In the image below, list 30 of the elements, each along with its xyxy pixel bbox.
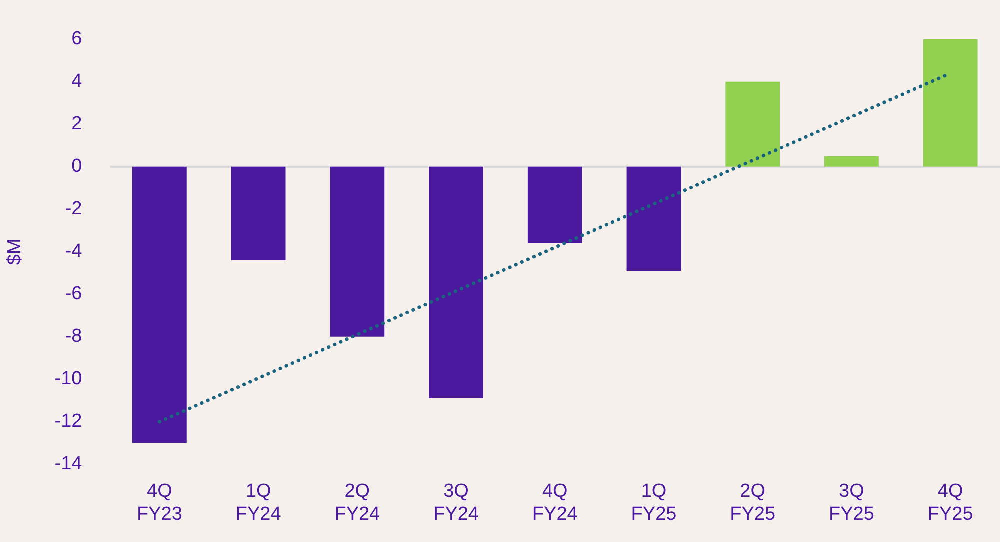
x-tick-label: 4Q FY23 <box>136 481 182 525</box>
y-tick-label: -12 <box>54 411 82 432</box>
bar <box>330 166 385 337</box>
bar <box>429 166 484 399</box>
x-tick-label: 4Q FY25 <box>928 481 974 525</box>
bar <box>626 166 682 272</box>
y-axis-title: $M <box>4 238 26 266</box>
y-tick-label: 2 <box>72 114 82 135</box>
x-tick-label: 1Q FY24 <box>236 481 282 525</box>
y-tick-label: -4 <box>65 241 83 262</box>
bar <box>923 39 978 167</box>
bar <box>726 82 780 167</box>
bar <box>528 166 582 244</box>
y-tick-label: 0 <box>72 156 82 178</box>
y-tick-label: 6 <box>72 28 82 50</box>
y-tick-label: -6 <box>65 284 82 305</box>
x-tick-label: 2Q FY24 <box>334 481 381 525</box>
x-tick-label: 3Q FY25 <box>829 481 874 525</box>
y-tick-label: -14 <box>54 454 83 475</box>
x-tick-label: 2Q FY25 <box>730 481 776 525</box>
x-tick-label: 1Q FY25 <box>631 481 677 525</box>
x-tick-label: 4Q FY24 <box>532 481 578 525</box>
bar <box>824 156 879 167</box>
x-tick-label: 3Q FY24 <box>434 481 480 525</box>
y-tick-label: -2 <box>65 198 82 220</box>
y-tick-label: 4 <box>72 71 83 92</box>
bar <box>231 166 286 260</box>
bar <box>132 166 187 444</box>
y-tick-label: -8 <box>65 326 82 348</box>
y-tick-label: -10 <box>54 368 82 390</box>
